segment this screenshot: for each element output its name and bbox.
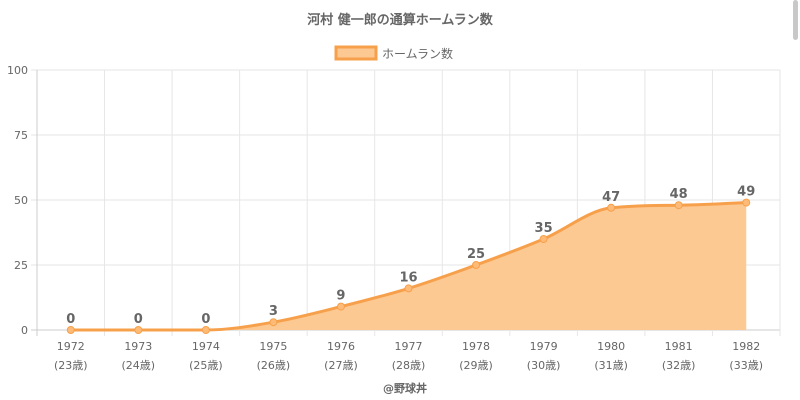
y-tick-label: 75 bbox=[14, 129, 28, 142]
x-tick-sublabel: (28歳) bbox=[392, 359, 426, 372]
data-label: 0 bbox=[134, 312, 143, 327]
credit: @野球丼 bbox=[383, 381, 427, 395]
x-tick-label: 1972 bbox=[57, 340, 85, 353]
x-tick-label: 1976 bbox=[327, 340, 355, 353]
y-tick-label: 0 bbox=[21, 324, 28, 337]
x-tick-label: 1973 bbox=[124, 340, 152, 353]
data-label: 48 bbox=[670, 187, 688, 202]
data-label: 9 bbox=[336, 289, 345, 304]
data-point bbox=[539, 235, 548, 243]
data-label: 49 bbox=[737, 185, 755, 200]
data-label: 3 bbox=[269, 304, 278, 319]
x-tick-sublabel: (31歳) bbox=[594, 359, 628, 372]
scrollbar-thumb[interactable] bbox=[793, 0, 798, 40]
data-point bbox=[607, 203, 616, 212]
legend-swatch bbox=[334, 45, 378, 61]
data-label: 35 bbox=[535, 221, 553, 236]
chart-title: 河村 健一郎の通算ホームラン数 bbox=[307, 12, 493, 28]
x-tick-sublabel: (33歳) bbox=[729, 359, 763, 372]
data-point bbox=[404, 284, 413, 293]
data-point bbox=[66, 326, 75, 334]
x-tick-label: 1977 bbox=[395, 340, 423, 353]
x-tick-label: 1982 bbox=[732, 340, 760, 353]
x-tick-sublabel: (27歳) bbox=[324, 359, 358, 372]
data-point bbox=[742, 198, 751, 207]
data-point bbox=[674, 201, 683, 210]
x-tick-sublabel: (29歳) bbox=[459, 359, 493, 372]
x-tick-label: 1979 bbox=[530, 340, 558, 353]
data-label: 47 bbox=[602, 190, 620, 205]
data-point bbox=[269, 318, 278, 327]
y-tick-label: 50 bbox=[14, 194, 28, 207]
x-tick-label: 1975 bbox=[259, 340, 287, 353]
legend[interactable]: ホームラン数 bbox=[334, 45, 453, 61]
x-tick-label: 1974 bbox=[192, 340, 220, 353]
data-point bbox=[134, 326, 143, 334]
x-tick-label: 1980 bbox=[597, 340, 625, 353]
x-tick-sublabel: (30歳) bbox=[527, 359, 561, 372]
x-tick-sublabel: (25歳) bbox=[189, 359, 223, 372]
y-tick-label: 100 bbox=[7, 64, 28, 77]
data-label: 0 bbox=[66, 312, 75, 327]
series-area bbox=[70, 202, 747, 330]
x-tick-sublabel: (24歳) bbox=[122, 359, 156, 372]
legend-label: ホームラン数 bbox=[382, 46, 453, 61]
data-point bbox=[472, 261, 481, 269]
data-point bbox=[201, 326, 210, 334]
y-tick-label: 25 bbox=[14, 259, 28, 272]
data-label: 16 bbox=[399, 270, 417, 285]
x-tick-sublabel: (32歳) bbox=[662, 359, 696, 372]
x-tick-label: 1981 bbox=[665, 340, 693, 353]
x-tick-label: 1978 bbox=[462, 340, 490, 353]
x-tick-sublabel: (26歳) bbox=[257, 359, 291, 372]
data-point bbox=[336, 302, 345, 311]
x-tick-sublabel: (23歳) bbox=[54, 359, 88, 372]
data-label: 25 bbox=[467, 247, 485, 262]
data-label: 0 bbox=[201, 312, 210, 327]
